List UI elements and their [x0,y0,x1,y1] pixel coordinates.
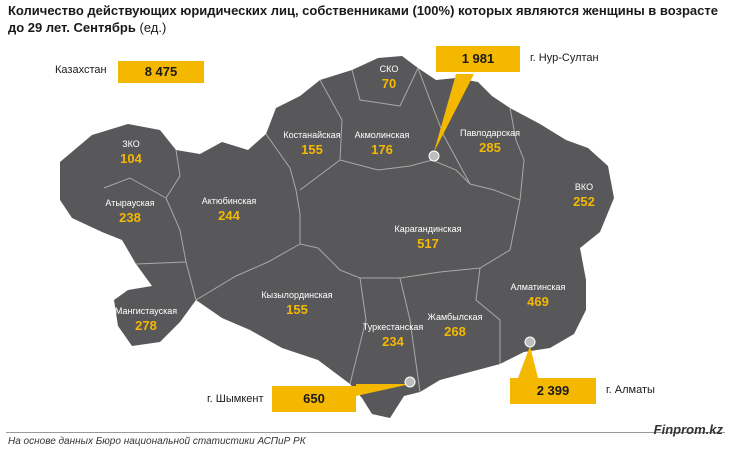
nursultan-value: 1 981 [436,46,520,72]
region-value: 70 [382,76,396,91]
shymkent-label: г. Шымкент [207,393,264,405]
region-name: Атырауская [105,198,154,208]
almaty-marker [524,336,536,348]
region-name: Костанайская [283,130,340,140]
region-value: 176 [371,142,393,157]
border-zko-aktobe [165,149,181,199]
border-akmola-pavlodar [417,67,471,185]
region-value: 278 [135,318,157,333]
region-value: 155 [286,302,308,317]
almaty-pointer [518,346,538,378]
total-value: 8 475 [118,61,204,83]
title-text: Количество действующих юридических лиц, … [8,3,718,35]
region-value: 285 [479,140,501,155]
border-kyzylorda-turkestan [349,277,367,385]
region-name: Карагандинская [394,224,461,234]
border-turkestan-zhambyl [399,277,421,393]
region-name: СКО [380,64,399,74]
region-value: 517 [417,236,439,251]
shymkent-value: 650 [272,386,356,412]
region-value: 244 [218,208,240,223]
region-borders [103,67,525,393]
country-outline [60,56,614,418]
border-zhambyl-almaty [475,267,501,364]
nursultan-label: г. Нур-Султан [530,52,599,64]
border-zko-atyrau [103,177,167,199]
region-name: Туркестанская [363,322,424,332]
region-value: 252 [573,194,595,209]
border-sko [351,67,419,107]
region-value: 104 [120,151,142,166]
border-kostanay-akmola [299,79,343,191]
border-pavlodar-karaganda [469,183,521,201]
chart-title: Количество действующих юридических лиц, … [8,2,723,36]
brand-logo: Finprom.kz [653,422,723,437]
border-atyrau-aktobe [165,197,197,301]
border-aktobe-kyzylorda [195,243,301,301]
total-label: Казахстан [55,64,107,76]
border-kostanay-karaganda [299,214,319,249]
region-value: 469 [527,294,549,309]
shymkent-pointer [356,384,410,396]
region-value: 238 [119,210,141,225]
nursultan-marker [428,150,440,162]
border-akmola-karaganda [339,159,471,185]
nursultan-pointer [434,74,474,152]
almaty-label: г. Алматы [606,384,655,396]
region-value: 155 [301,142,323,157]
region-value: 268 [444,324,466,339]
region-name: Мангистауская [115,306,177,316]
region-name: Жамбылская [428,312,483,322]
almaty-value: 2 399 [510,378,596,404]
shymkent-marker [404,376,416,388]
border-atyrau-mangystau [135,261,187,265]
region-name: Актюбинская [202,196,257,206]
footer-divider [6,432,725,433]
border-aktobe-kostanay [265,133,301,215]
title-unit: (ед.) [139,20,167,35]
region-name: ЗКО [122,139,140,149]
region-name: Акмолинская [355,130,410,140]
region-name: Алматинская [511,282,566,292]
region-name: Павлодарская [460,128,520,138]
region-value: 234 [382,334,404,349]
border-pavlodar-vko [509,107,525,251]
source-note: На основе данных Бюро национальной стати… [8,436,306,447]
region-name: ВКО [575,182,593,192]
region-name: Кызылординская [261,290,332,300]
